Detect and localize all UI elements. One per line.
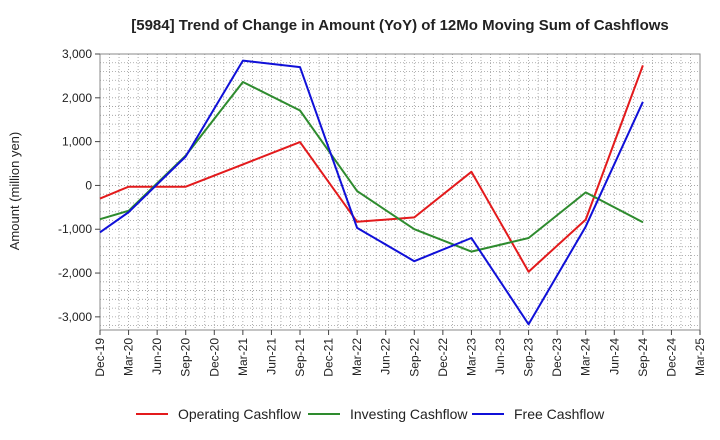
legend-label: Operating Cashflow xyxy=(178,406,302,422)
chart-title: [5984] Trend of Change in Amount (YoY) o… xyxy=(131,17,669,34)
series-line xyxy=(99,65,644,273)
legend-label: Investing Cashflow xyxy=(350,406,468,422)
series-line xyxy=(99,81,644,253)
x-axis-ticks: Dec-19 Mar-20 Jun-20 Sep-20 Dec-20 Mar-21 Jun-… xyxy=(93,330,707,377)
x-tick-label: Mar-22 xyxy=(350,338,364,376)
y-tick-label: -2,000 xyxy=(58,266,92,280)
x-tick-label: Mar-21 xyxy=(236,338,250,376)
x-tick-label: Jun-22 xyxy=(379,338,393,375)
x-tick-label: Mar-24 xyxy=(579,338,593,376)
x-tick-label: Sep-20 xyxy=(179,338,193,377)
x-tick-label: Dec-19 xyxy=(93,338,107,377)
x-tick-label: Dec-23 xyxy=(550,338,564,377)
x-tick-label: Mar-20 xyxy=(122,338,136,376)
series-line xyxy=(99,59,644,326)
x-tick-label: Sep-24 xyxy=(636,338,650,377)
x-tick-label: Sep-22 xyxy=(407,338,421,377)
y-axis-ticks: 3,000 2,000 1,000 0 -1,000 -2,000 -3,000 xyxy=(58,47,100,324)
x-tick-label: Dec-22 xyxy=(436,338,450,377)
y-tick-label: 1,000 xyxy=(62,135,92,149)
x-tick-label: Jun-23 xyxy=(493,338,507,375)
y-tick-label: 0 xyxy=(85,178,92,192)
y-tick-label: -1,000 xyxy=(58,222,92,236)
x-tick-label: Jun-21 xyxy=(264,338,278,375)
x-tick-label: Sep-21 xyxy=(293,338,307,377)
x-tick-label: Dec-24 xyxy=(664,338,678,377)
plot-area-frame xyxy=(99,53,701,331)
y-tick-label: 2,000 xyxy=(62,91,92,105)
series-lines xyxy=(99,59,644,326)
x-tick-label: Sep-23 xyxy=(522,338,536,377)
y-axis-label: Amount (million yen) xyxy=(7,132,22,251)
y-tick-label: 3,000 xyxy=(62,47,92,61)
grid xyxy=(99,53,701,330)
x-tick-label: Mar-25 xyxy=(693,338,707,376)
y-tick-label: -3,000 xyxy=(58,310,92,324)
x-tick-label: Dec-20 xyxy=(207,338,221,377)
legend: Operating Cashflow Investing Cashflow Free… xyxy=(136,406,605,422)
x-tick-label: Jun-20 xyxy=(150,338,164,375)
x-tick-label: Dec-21 xyxy=(322,338,336,377)
x-tick-label: Mar-23 xyxy=(464,338,478,376)
legend-label: Free Cashflow xyxy=(514,406,605,422)
x-tick-label: Jun-24 xyxy=(607,338,621,375)
